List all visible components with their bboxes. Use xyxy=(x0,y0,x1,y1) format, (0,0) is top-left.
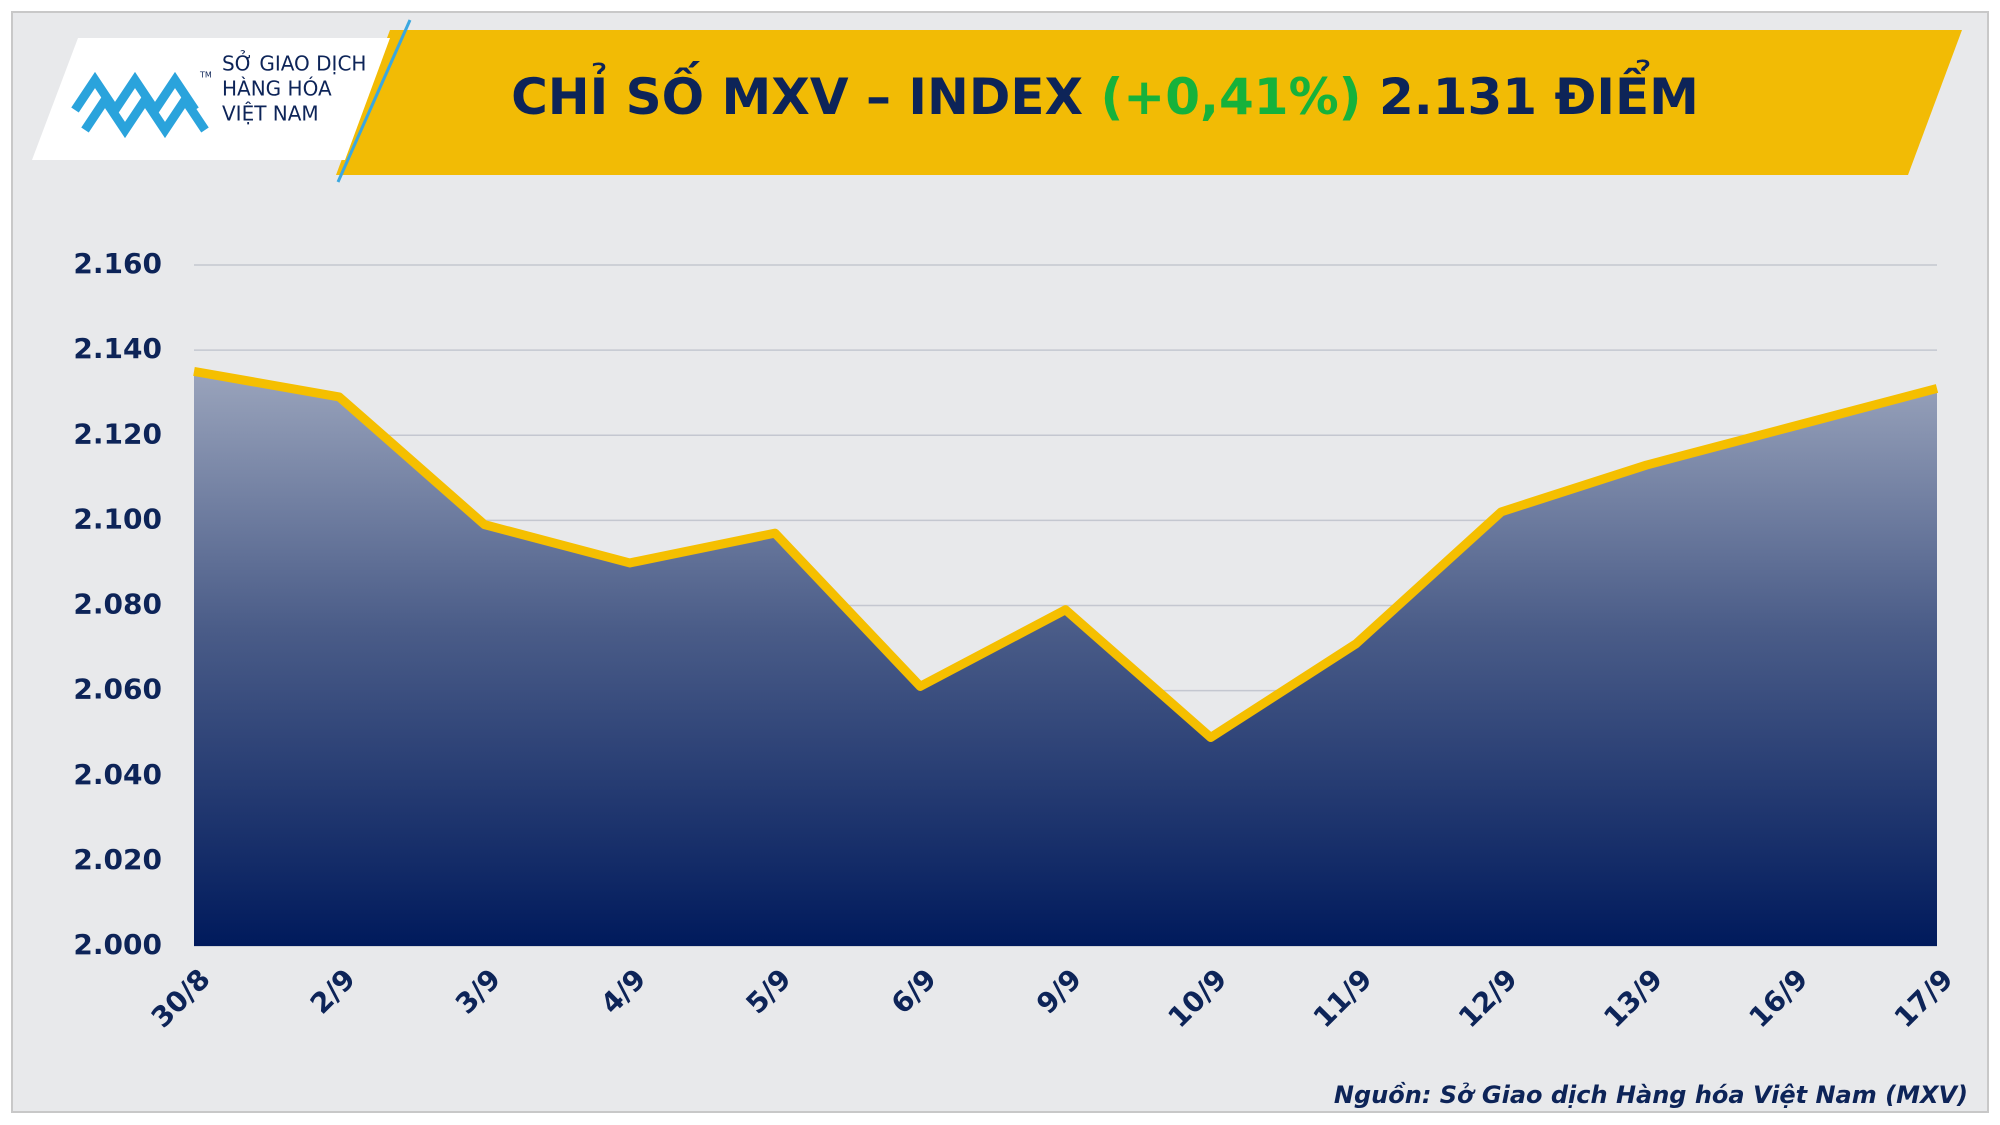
y-tick-label: 2.140 xyxy=(73,332,162,365)
logo-icon xyxy=(71,71,209,139)
y-tick-label: 2.120 xyxy=(73,417,162,450)
y-tick-label: 2.060 xyxy=(73,673,162,706)
accent xyxy=(336,19,412,183)
y-tick-label: 2.100 xyxy=(73,502,162,535)
logo-tm: TM xyxy=(199,71,212,80)
logo-text: VIỆT NAM xyxy=(222,102,319,126)
y-tick-label: 2.160 xyxy=(73,247,162,280)
title-part: 2.131 ĐIỂM xyxy=(1379,59,1699,126)
title-part: (+0,41%) xyxy=(1100,68,1361,126)
y-tick-label: 2.080 xyxy=(73,588,162,621)
y-tick-label: 2.040 xyxy=(73,758,162,791)
title-banner xyxy=(336,30,1962,175)
y-tick-label: 2.020 xyxy=(73,843,162,876)
logo-text: HÀNG HÓA xyxy=(222,77,332,101)
line xyxy=(193,366,1939,742)
chart-title: CHỈ SỐ MXV – INDEX (+0,41%) 2.131 ĐIỂM xyxy=(511,59,1699,126)
y-tick-label: 2.000 xyxy=(73,928,162,961)
title-part: CHỈ SỐ MXV – INDEX xyxy=(511,61,1083,126)
logo-text: SỞ GIAO DỊCH xyxy=(222,51,366,76)
source-note: Nguồn: Sở Giao dịch Hàng hóa Việt Nam (M… xyxy=(1334,1080,1968,1109)
